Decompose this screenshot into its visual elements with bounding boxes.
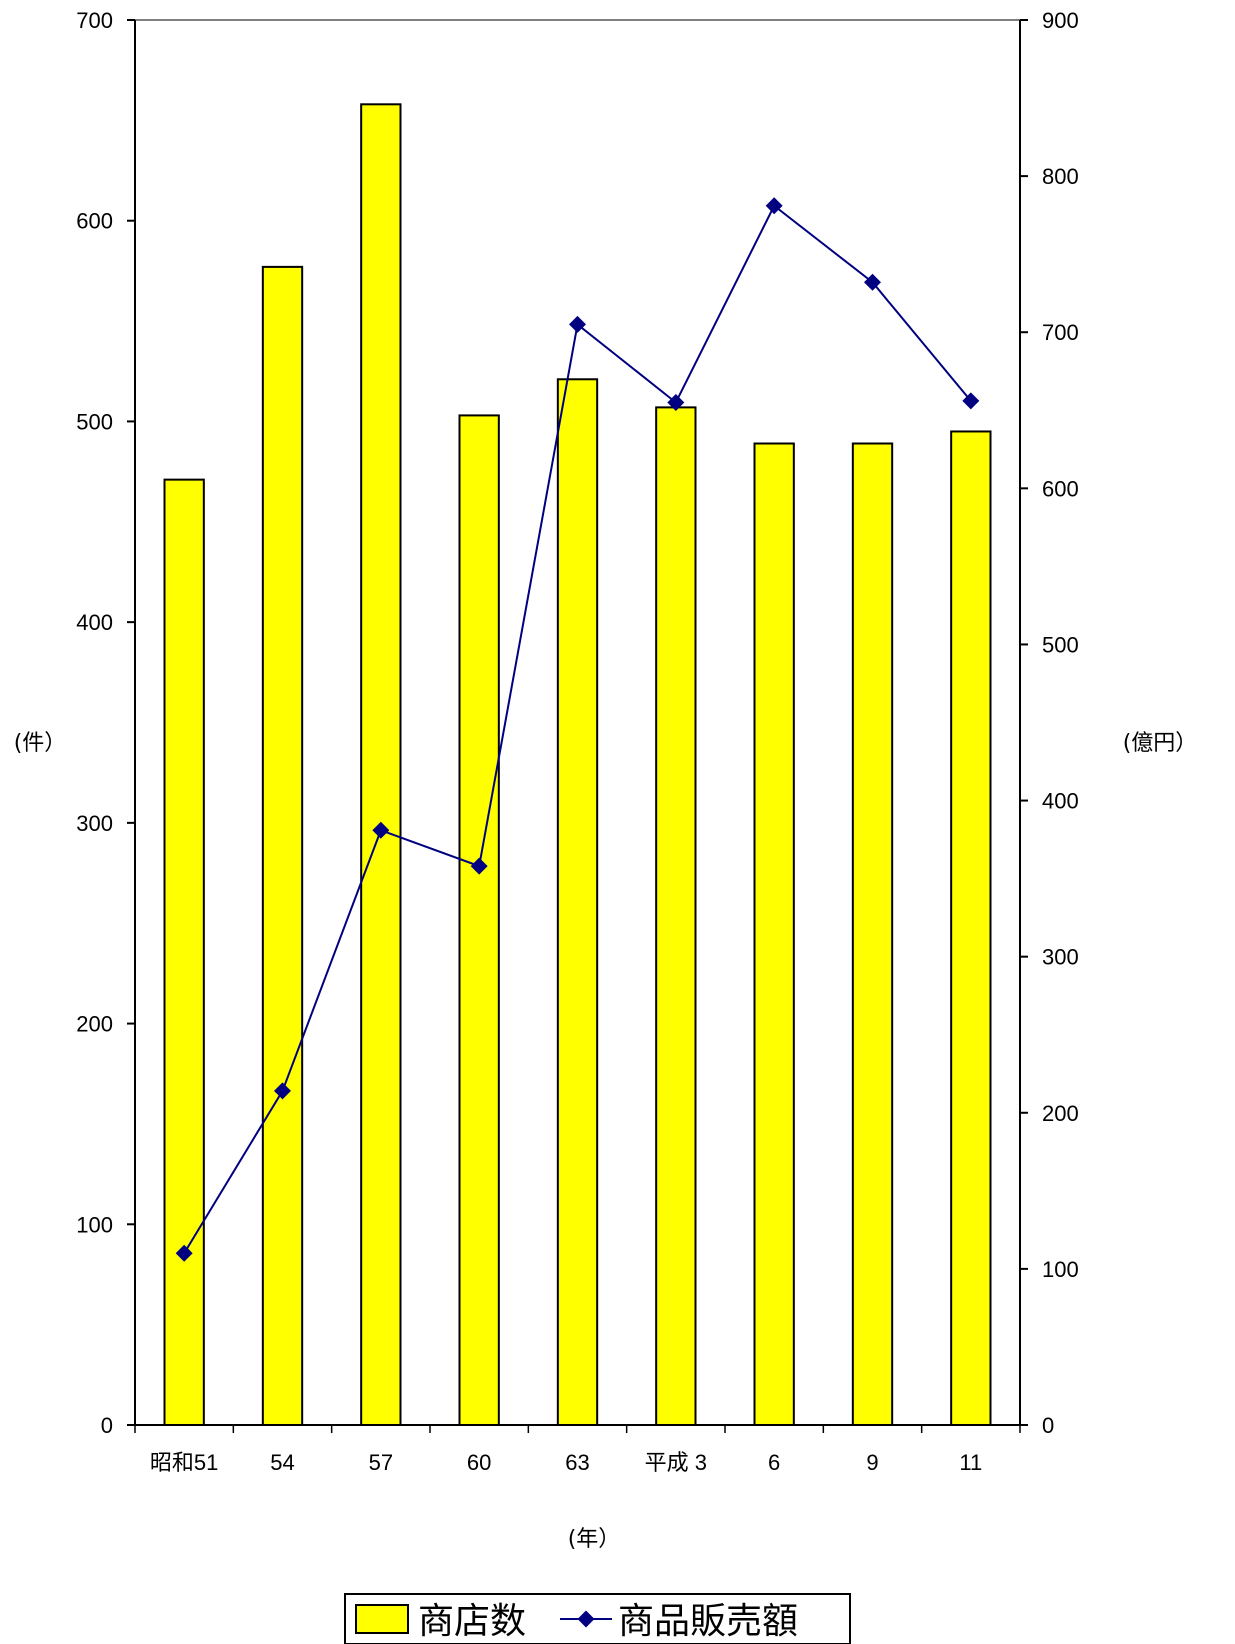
right-tick-label-7: 700 xyxy=(1042,320,1079,345)
x-tick-label-1: 54 xyxy=(270,1450,294,1475)
legend: 商店数 商品販売額 xyxy=(344,1593,851,1644)
sales-marker-3 xyxy=(470,857,488,875)
right-tick-label-6: 600 xyxy=(1042,476,1079,501)
bar-2 xyxy=(360,103,402,1426)
left-tick-label-3: 300 xyxy=(76,811,113,836)
x-tick-label-4: 63 xyxy=(565,1450,589,1475)
bar-1 xyxy=(261,265,304,1427)
left-axis-label: (件） xyxy=(14,731,67,756)
bar-4 xyxy=(556,378,599,1426)
left-tick-label-7: 700 xyxy=(76,8,113,33)
right-tick-label-8: 800 xyxy=(1042,164,1079,189)
bar-7 xyxy=(851,442,894,1426)
left-tick-label-0: 0 xyxy=(101,1413,113,1438)
sales-marker-7 xyxy=(864,273,881,291)
bar-3 xyxy=(458,414,500,1426)
x-tick-label-6: 6 xyxy=(768,1450,780,1475)
x-tick-label-3: 60 xyxy=(467,1450,491,1475)
right-tick-label-2: 200 xyxy=(1042,1101,1079,1126)
left-tick-label-4: 400 xyxy=(76,610,113,635)
legend-line-marker xyxy=(577,1610,595,1628)
right-tick-label-3: 300 xyxy=(1042,945,1079,970)
x-tick-label-0: 昭和51 xyxy=(150,1450,218,1475)
sales-marker-4 xyxy=(569,315,586,333)
bar-0 xyxy=(163,478,205,1426)
x-axis-label: (年） xyxy=(568,1527,621,1552)
legend-bar-swatch xyxy=(355,1604,409,1634)
legend-bar-label: 商店数 xyxy=(418,1601,526,1642)
right-tick-label-0: 0 xyxy=(1042,1413,1054,1438)
sales-marker-6 xyxy=(765,197,783,215)
legend-line-label: 商品販売額 xyxy=(618,1601,798,1642)
sales-marker-8 xyxy=(962,392,980,410)
bar-8 xyxy=(950,430,992,1426)
x-tick-label-5: 平成 3 xyxy=(645,1450,707,1475)
sales-marker-2 xyxy=(372,821,390,839)
right-tick-label-5: 500 xyxy=(1042,632,1079,657)
x-tick-label-8: 11 xyxy=(959,1450,982,1475)
left-tick-label-6: 600 xyxy=(76,209,113,234)
right-tick-label-4: 400 xyxy=(1042,789,1079,814)
right-axis-label: (億円） xyxy=(1123,731,1198,756)
left-tick-label-2: 200 xyxy=(76,1012,113,1037)
bar-5 xyxy=(655,406,697,1426)
bar-6 xyxy=(753,442,795,1426)
x-tick-label-2: 57 xyxy=(369,1450,393,1475)
left-tick-label-5: 500 xyxy=(76,409,113,434)
left-tick-label-1: 100 xyxy=(76,1212,113,1237)
right-tick-label-9: 900 xyxy=(1042,8,1079,33)
right-tick-label-1: 100 xyxy=(1042,1257,1079,1282)
sales-marker-5 xyxy=(667,393,685,411)
x-tick-label-7: 9 xyxy=(866,1450,878,1475)
